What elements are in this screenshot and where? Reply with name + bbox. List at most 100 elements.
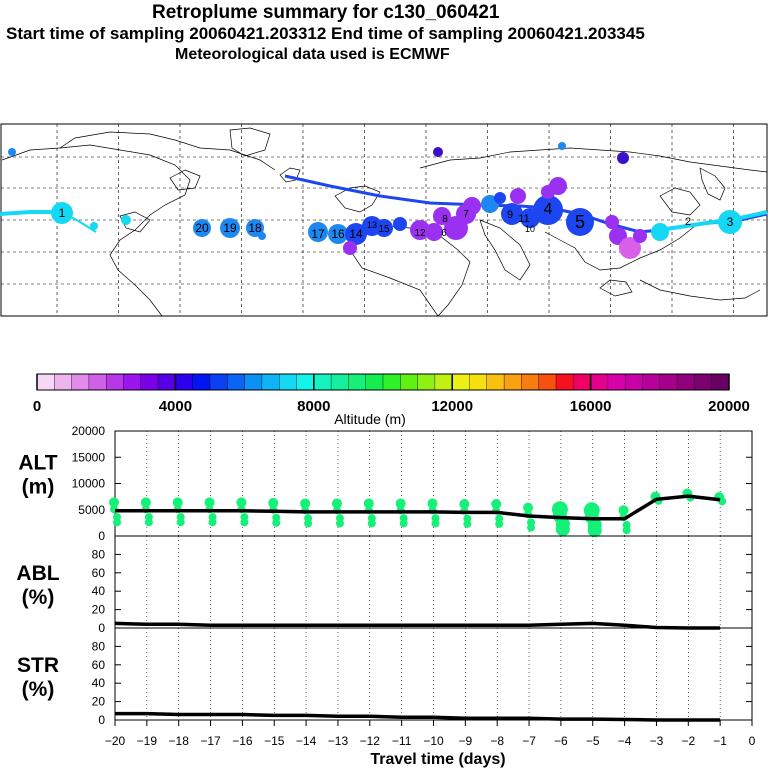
particle-label-14: 14 [349,227,363,241]
panel-alt: 0 5000 10000 15000 20000 ALT(m) [18,424,753,543]
particle-cluster [501,203,523,225]
x-tick-label: −8 [490,734,504,748]
altitude-cluster-dot [268,497,279,508]
y-tick-label: 80 [92,547,106,561]
x-tick-label: −4 [618,734,632,748]
colorbar-cell [573,373,592,391]
particle-label-18: 18 [248,221,262,235]
particle-cluster [463,197,481,215]
altitude-cluster-dot [622,526,631,535]
altitude-cluster-dot [587,523,602,538]
colorbar-cell [365,373,384,391]
particle-cluster [619,237,641,259]
particle-cluster [220,218,240,238]
particle-cluster [425,223,443,241]
x-tick-label: −5 [586,734,600,748]
x-tick-label: −9 [459,734,473,748]
panel-label: ALT [18,452,57,475]
series-line-abl [114,621,721,630]
colorbar-cell [452,373,471,391]
y-tick-label: 80 [92,639,106,653]
y-tick-label: 40 [92,584,106,598]
panel-abl: 0 20 40 60 80 ABL(%) [16,535,753,635]
colorbar-cell [123,373,142,391]
colorbar-tick-label: 20000 [708,398,750,415]
altitude-cluster-dot [491,498,502,509]
particle-label-2: 2 [685,216,691,228]
panel-unit: (%) [22,586,55,609]
x-tick-label: −14 [296,734,317,748]
particle-cluster [558,142,566,150]
altitude-cluster-dot [555,522,570,537]
series-line-alt [115,494,721,521]
particle-label-6: 6 [441,228,447,239]
colorbar-cell [296,373,315,391]
particle-label-11: 11 [518,213,529,225]
x-tick-label: −10 [423,734,444,748]
x-tick-label: −20 [105,734,126,748]
altitude-cluster-dot [431,519,440,528]
y-tick-label: 0 [98,713,105,727]
altitude-cluster-dot [523,502,534,513]
panel-label: STR [17,654,59,677]
altitude-cluster-dot [172,497,183,508]
colorbar-cell [659,373,678,391]
particle-label-19: 19 [223,221,237,235]
colorbar-cell [417,373,436,391]
particle-cluster [410,220,430,240]
particle-label-16: 16 [331,227,345,241]
x-axis-label: Travel time (days) [370,751,505,768]
particle-cluster [433,147,443,157]
altitude-cluster-dot [495,519,504,528]
colorbar-cell [313,373,332,391]
x-tick-label: −1 [713,734,727,748]
colorbar-cell [71,373,90,391]
colorbar-cell [694,373,713,391]
particle-cluster [308,222,328,242]
time-series-panels: 05000100001500020000ALT(m)020406080ABL(%… [16,424,753,727]
colorbar-cell [538,373,557,391]
x-tick-label: −19 [137,734,158,748]
y-tick-label: 60 [92,566,106,580]
colorbar-cell [469,373,488,391]
panel-label: ABL [16,562,59,585]
y-tick-label: 20000 [72,424,106,438]
series-line-str [115,711,721,722]
particle-label-4: 4 [544,201,553,218]
particle-cluster [617,152,629,164]
panel-unit: (m) [22,476,55,499]
colorbar-cell [642,373,661,391]
altitude-cluster-dot [463,519,472,528]
colorbar-cell [192,373,211,391]
x-tick-label: −15 [264,734,285,748]
particle-label-5: 5 [575,212,585,232]
colorbar-cell [227,373,246,391]
particle-label-8: 8 [442,214,448,225]
colorbar-tick-label: 4000 [159,398,192,415]
x-tick-label: −2 [681,734,695,748]
altitude-cluster-dot [236,497,247,508]
colorbar-cell [555,373,574,391]
altitude-cluster-dot [335,519,344,528]
particle-cluster [433,207,451,225]
altitude-cluster-dot [109,497,119,508]
altitude-cluster-dot [272,518,281,527]
x-tick-label: −13 [328,734,349,748]
panel-frame [114,627,753,721]
y-tick-label: 60 [92,658,106,672]
panel-unit: (%) [22,678,55,701]
altitude-cluster-dot [618,505,629,516]
y-tick-label: 20 [92,603,106,617]
particle-cluster [566,208,594,236]
particle-cluster [533,195,563,225]
colorbar-cell [105,373,124,391]
particle-cluster [343,241,357,255]
altitude-cluster-dot [240,518,249,527]
sampling-times: Start time of sampling 20060421.203312 E… [6,24,645,43]
particle-label-3: 3 [727,215,734,229]
colorbar-cell [330,373,349,391]
particle-cluster [8,148,16,156]
particle-clusters [8,142,742,259]
particle-label-7: 7 [463,209,469,220]
